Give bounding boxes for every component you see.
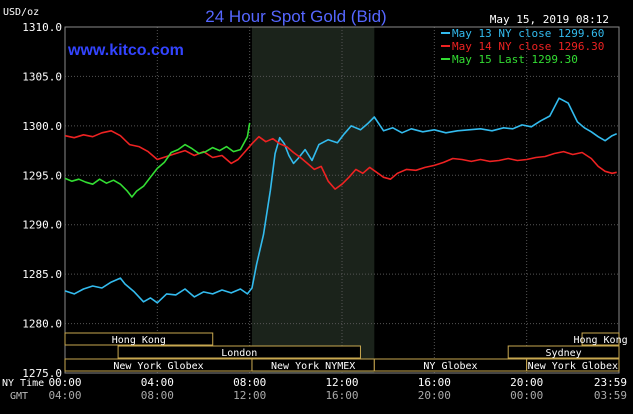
x-tick-label-ny: 00:00 [48, 376, 81, 389]
x-tick-label-gmt: 12:00 [233, 389, 266, 402]
series-line-1 [64, 97, 618, 304]
session-label: Sydney [546, 348, 582, 359]
session-label: New York Globex [528, 361, 618, 372]
x-tick-label-ny: 12:00 [325, 376, 358, 389]
x-tick-label-gmt: 03:59 [594, 389, 627, 402]
session-box [117, 345, 361, 359]
x-tick-label-ny: 23:59 [594, 376, 627, 389]
x-tick-label-ny: 16:00 [418, 376, 451, 389]
y-unit-label: USD/oz [3, 7, 39, 18]
session-label: London [221, 348, 257, 359]
y-tick-label: 1305.0 [22, 70, 62, 83]
session-box [526, 358, 620, 372]
session-box [64, 332, 214, 346]
site-url: www.kitco.com [67, 42, 184, 59]
session-label: Hong Kong [573, 335, 627, 346]
x-tick-label-gmt: 08:00 [141, 389, 174, 402]
y-tick-label: 1290.0 [22, 219, 62, 232]
y-tick-label: 1295.0 [22, 169, 62, 182]
session-box [507, 345, 620, 359]
session-box [581, 332, 620, 346]
series-line-3 [64, 122, 251, 198]
x-tick-label-ny: 04:00 [141, 376, 174, 389]
legend-entry-2: May 14 NY close 1296.30 [452, 40, 604, 53]
y-tick-label: 1300.0 [22, 120, 62, 133]
session-label: Hong Kong [112, 335, 166, 346]
legend: May 13 NY close 1299.60 May 14 NY close … [441, 27, 604, 66]
legend-entry-1: May 13 NY close 1299.60 [452, 27, 604, 40]
chart-title: 24 Hour Spot Gold (Bid) [205, 7, 386, 26]
nymex-session-shade [251, 27, 375, 373]
x-tick-label-ny: 20:00 [510, 376, 543, 389]
legend-entry-3: May 15 Last 1299.30 [452, 53, 578, 66]
y-tick-label: 1285.0 [22, 268, 62, 281]
x-row-label-ny: NY Time [2, 378, 44, 389]
y-tick-label: 1310.0 [22, 21, 62, 34]
session-label: New York NYMEX [271, 361, 355, 372]
x-tick-label-gmt: 00:00 [510, 389, 543, 402]
session-label: NY Globex [423, 361, 477, 372]
plot-border [64, 26, 620, 374]
chart-timestamp: May 15, 2019 08:12 [490, 13, 609, 26]
y-tick-label: 1275.0 [22, 367, 62, 380]
y-tick-label: 1280.0 [22, 318, 62, 331]
x-tick-label-gmt: 04:00 [48, 389, 81, 402]
x-tick-label-gmt: 20:00 [418, 389, 451, 402]
session-label: New York Globex [113, 361, 203, 372]
x-tick-label-gmt: 16:00 [325, 389, 358, 402]
x-row-label-gmt: GMT [10, 391, 28, 402]
x-tick-label-ny: 08:00 [233, 376, 266, 389]
